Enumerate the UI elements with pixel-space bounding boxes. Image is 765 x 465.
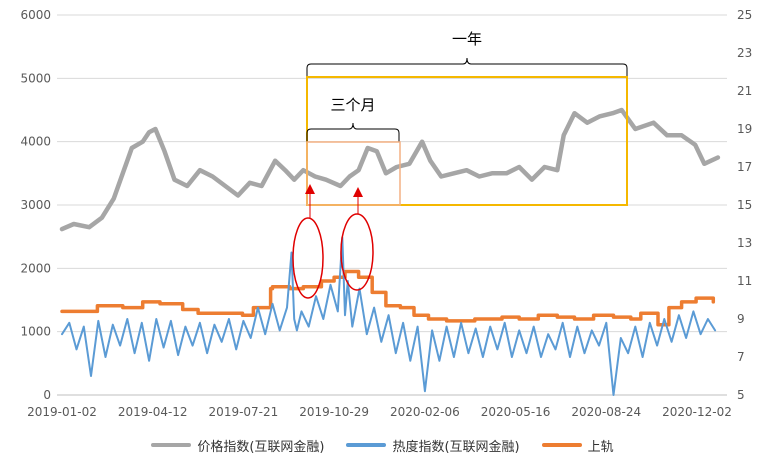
- series-layer: [59, 107, 721, 396]
- left-tick-label: 4000: [20, 135, 51, 149]
- annotation-layer: 一年 三个月: [292, 30, 628, 299]
- legend-swatch: [151, 443, 192, 447]
- x-axis-ticks: 2019-01-02 2019-04-12 2019-07-21 2019-10-29…: [27, 405, 732, 419]
- upper-band-line: [60, 269, 716, 327]
- legend-label: 价格指数(互联网金融): [197, 439, 325, 455]
- three-month-box: [306, 141, 401, 206]
- legend: 价格指数(互联网金融) 热度指数(互联网金融) 上轨: [0, 432, 765, 458]
- highlight-ellipse-1: [292, 217, 324, 299]
- three-month-label: 三个月: [330, 96, 375, 114]
- x-tick-label: 2019-10-29: [299, 405, 369, 419]
- three-month-brace: [306, 122, 400, 142]
- x-tick-label: 2019-07-21: [209, 405, 279, 419]
- price-index-line: [59, 107, 721, 232]
- legend-item-price-index: 价格指数(互联网金融): [151, 436, 324, 455]
- x-tick-label: 2019-04-12: [118, 405, 188, 419]
- legend-label: 上轨: [587, 439, 614, 455]
- left-tick-label: 0: [43, 388, 51, 402]
- right-tick-label: 21: [737, 84, 752, 98]
- x-tick-label: 2020-08-24: [571, 405, 641, 419]
- right-tick-label: 11: [737, 274, 752, 288]
- legend-swatch: [346, 443, 387, 447]
- right-tick-label: 7: [737, 350, 745, 364]
- right-tick-label: 17: [737, 160, 752, 174]
- left-tick-label: 1000: [20, 325, 51, 339]
- legend-item-upper-band: 上轨: [541, 436, 614, 455]
- x-tick-label: 2019-01-02: [27, 405, 97, 419]
- left-tick-label: 3000: [20, 198, 51, 212]
- heat-index-line: [61, 236, 717, 396]
- x-tick-label: 2020-02-06: [390, 405, 460, 419]
- price-heat-chart: 0 1000 2000 3000 4000 5000 6000 5 7 9 11 13 15 17 19 2…: [20, 8, 752, 419]
- highlight-ellipse-2: [340, 213, 374, 291]
- right-tick-label: 23: [737, 46, 752, 60]
- left-tick-label: 2000: [20, 261, 51, 275]
- left-axis-ticks: 0 1000 2000 3000 4000 5000 6000: [20, 8, 51, 402]
- arrow-1-head: [305, 184, 315, 194]
- right-tick-label: 25: [737, 8, 752, 22]
- one-year-label: 一年: [452, 30, 482, 48]
- right-tick-label: 13: [737, 236, 752, 250]
- right-tick-label: 19: [737, 122, 752, 136]
- left-tick-label: 6000: [20, 8, 51, 22]
- legend-swatch: [541, 443, 582, 447]
- right-tick-label: 5: [737, 388, 745, 402]
- one-year-brace: [306, 57, 628, 78]
- right-tick-label: 15: [737, 198, 752, 212]
- right-axis-ticks: 5 7 9 11 13 15 17 19 21 23 25: [737, 8, 752, 402]
- x-tick-label: 2020-12-02: [662, 405, 732, 419]
- legend-label: 热度指数(互联网金融): [392, 439, 520, 455]
- x-tick-label: 2020-05-16: [481, 405, 551, 419]
- right-tick-label: 9: [737, 312, 745, 326]
- legend-item-heat-index: 热度指数(互联网金融): [346, 436, 520, 455]
- left-tick-label: 5000: [20, 71, 51, 85]
- arrow-2-head: [353, 187, 363, 197]
